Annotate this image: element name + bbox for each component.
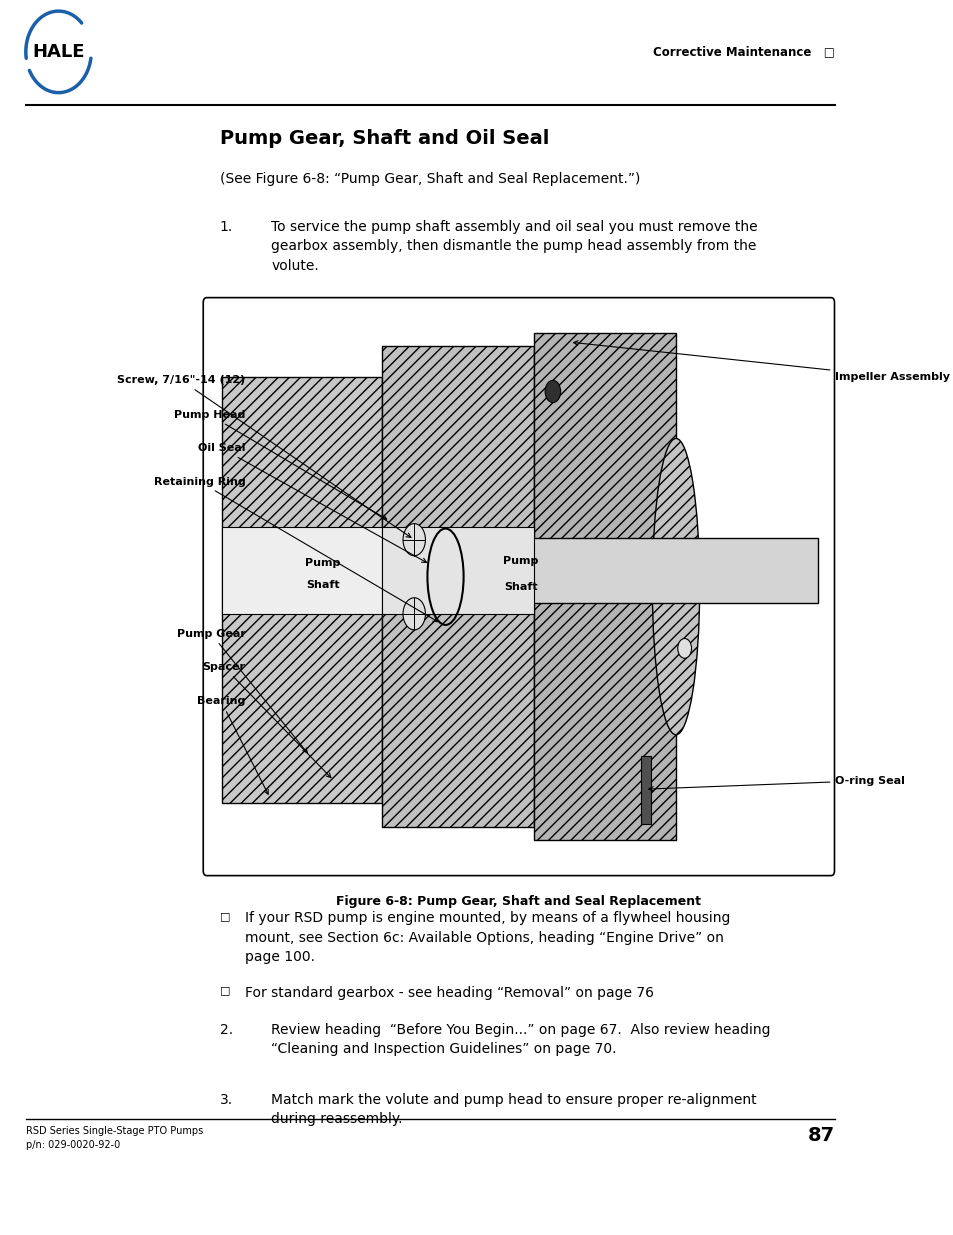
Bar — [534, 333, 676, 840]
FancyBboxPatch shape — [203, 298, 834, 876]
Text: Match mark the volute and pump head to ensure proper re-alignment
during reassem: Match mark the volute and pump head to e… — [271, 1093, 756, 1126]
Bar — [639, 756, 650, 824]
Bar — [222, 377, 381, 803]
Text: Pump Gear: Pump Gear — [176, 629, 307, 752]
Text: p/n: 029-0020-92-0: p/n: 029-0020-92-0 — [26, 1140, 120, 1150]
Text: 3.: 3. — [219, 1093, 233, 1107]
Text: Oil Seal: Oil Seal — [197, 443, 426, 562]
Text: Bearing: Bearing — [197, 697, 268, 794]
Text: If your RSD pump is engine mounted, by means of a flywheel housing
mount, see Se: If your RSD pump is engine mounted, by m… — [245, 911, 730, 965]
Circle shape — [677, 638, 691, 658]
Circle shape — [402, 524, 425, 556]
Text: Pump Head: Pump Head — [173, 410, 386, 519]
Bar — [224, 538, 818, 603]
Text: 1.: 1. — [219, 220, 233, 233]
Circle shape — [402, 598, 425, 630]
Text: Corrective Maintenance   □: Corrective Maintenance □ — [653, 46, 835, 58]
Text: 2.: 2. — [219, 1023, 233, 1036]
Text: Pump: Pump — [503, 556, 538, 566]
Text: Shaft: Shaft — [504, 582, 537, 592]
Text: Shaft: Shaft — [306, 579, 339, 589]
Text: Impeller Assembly: Impeller Assembly — [573, 341, 949, 382]
Text: HALE: HALE — [32, 43, 85, 61]
Text: Spacer: Spacer — [202, 662, 331, 778]
Bar — [381, 346, 534, 827]
Ellipse shape — [652, 438, 699, 735]
Text: Screw, 7/16"-14 (12): Screw, 7/16"-14 (12) — [117, 375, 411, 537]
Text: 87: 87 — [807, 1126, 835, 1145]
Text: Figure 6-8: Pump Gear, Shaft and Seal Replacement: Figure 6-8: Pump Gear, Shaft and Seal Re… — [336, 895, 700, 909]
Bar — [381, 527, 534, 614]
Text: To service the pump shaft assembly and oil seal you must remove the
gearbox asse: To service the pump shaft assembly and o… — [271, 220, 757, 273]
Text: □: □ — [219, 986, 230, 995]
Text: Retaining Ring: Retaining Ring — [153, 477, 437, 621]
Text: RSD Series Single-Stage PTO Pumps: RSD Series Single-Stage PTO Pumps — [26, 1126, 203, 1136]
Bar — [222, 527, 381, 614]
Text: Pump Gear, Shaft and Oil Seal: Pump Gear, Shaft and Oil Seal — [219, 128, 548, 148]
Text: Review heading  “Before You Begin...” on page 67.  Also review heading
“Cleaning: Review heading “Before You Begin...” on … — [271, 1023, 770, 1056]
Text: O-ring Seal: O-ring Seal — [648, 776, 904, 792]
Text: For standard gearbox - see heading “Removal” on page 76: For standard gearbox - see heading “Remo… — [245, 986, 654, 999]
Text: (See Figure 6-8: “Pump Gear, Shaft and Seal Replacement.”): (See Figure 6-8: “Pump Gear, Shaft and S… — [219, 172, 639, 186]
Circle shape — [544, 380, 560, 403]
Text: □: □ — [219, 911, 230, 921]
Text: Pump: Pump — [305, 558, 340, 568]
